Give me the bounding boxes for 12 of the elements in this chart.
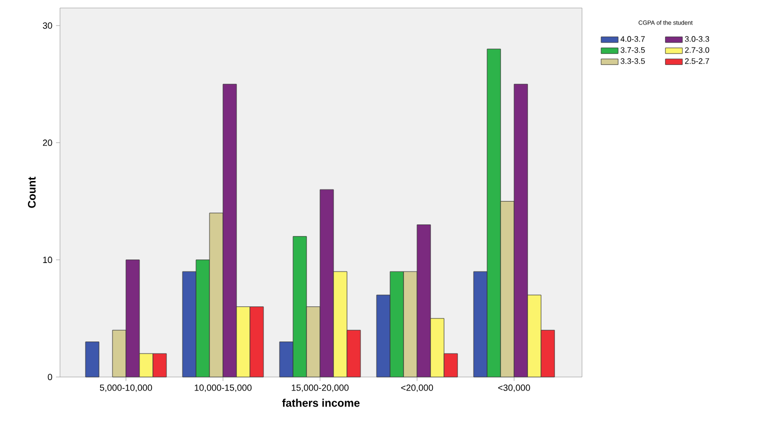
x-tick-label: <30,000 [498,384,530,392]
y-tick-label: 10 [43,256,52,264]
x-tick-label: <20,000 [401,384,434,392]
bar [85,342,100,378]
x-tick-label: 15,000-20,000 [292,384,349,392]
x-axis-title: fathers income [282,398,360,407]
x-tick-label: 10,000-15,000 [194,384,252,392]
y-axis-title: Count [28,176,36,208]
x-tick-label: 5,000-10,000 [100,384,152,392]
y-tick-label: 20 [42,140,52,146]
y-tick-label: 30 [42,22,52,29]
y-tick-label: 0 [48,374,52,380]
